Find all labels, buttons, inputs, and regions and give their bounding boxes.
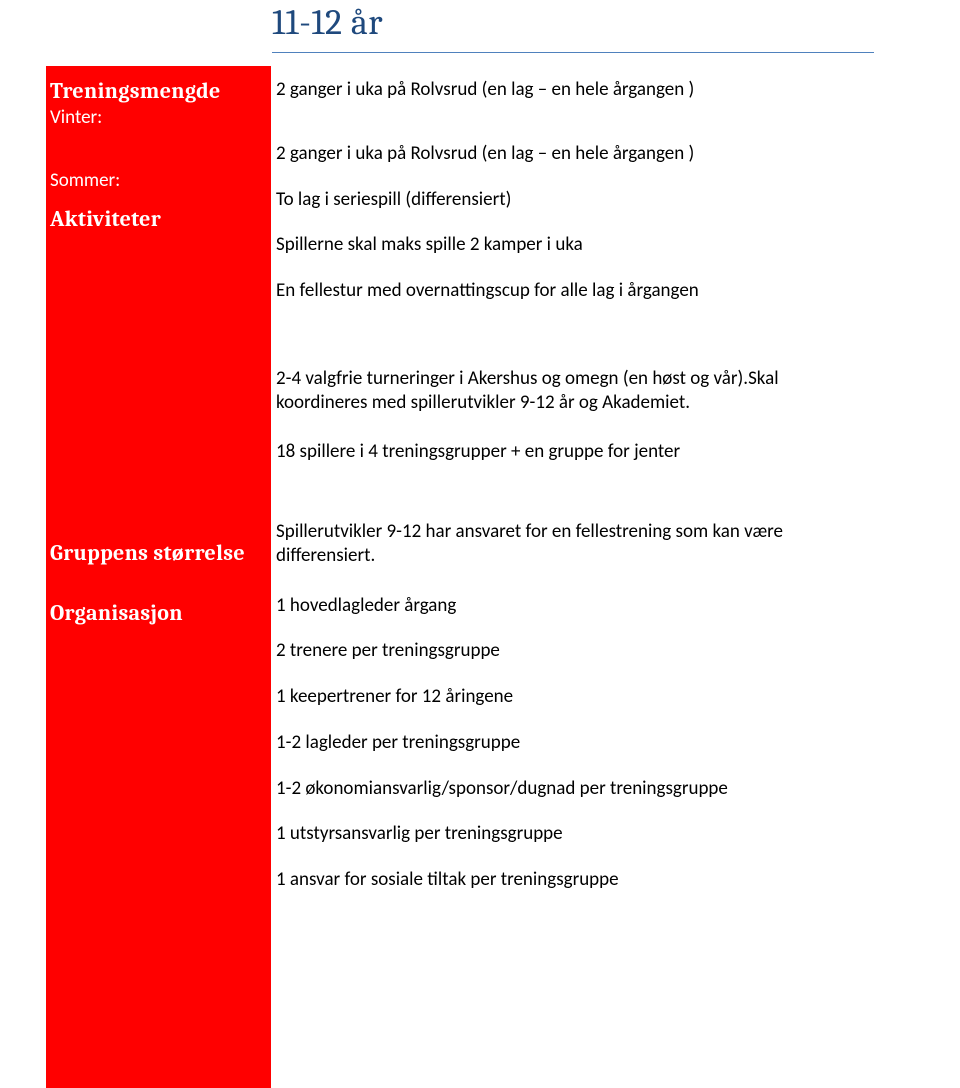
- label-vinter: Vinter:: [46, 106, 271, 129]
- text-seriespill: To lag i seriespill (differensiert): [276, 188, 874, 212]
- text-turneringer: 2-4 valgfrie turneringer i Akershus og o…: [276, 367, 874, 415]
- text-lagleder: 1-2 lagleder per treningsgruppe: [276, 731, 874, 755]
- page-title: 11-12 år: [272, 2, 870, 49]
- heading-organisasjon: Organisasjon: [46, 600, 271, 626]
- heading-gruppens-storrelse: Gruppens størrelse: [46, 540, 271, 566]
- heading-aktiviteter: Aktiviteter: [46, 206, 271, 232]
- text-sommer: 2 ganger i uka på Rolvsrud (en lag – en …: [276, 142, 874, 166]
- text-hovedlagleder: 1 hovedlagleder årgang: [276, 594, 874, 618]
- text-trenere: 2 trenere per treningsgruppe: [276, 639, 874, 663]
- title-rule: [272, 52, 874, 53]
- text-fellestur: En fellestur med overnattingscup for all…: [276, 279, 874, 303]
- content-column: 2 ganger i uka på Rolvsrud (en lag – en …: [276, 78, 874, 892]
- text-okonomi: 1-2 økonomiansvarlig/sponsor/dugnad per …: [276, 777, 874, 801]
- heading-treningsmengde: Treningsmengde: [46, 78, 271, 104]
- text-spillere: 18 spillere i 4 treningsgrupper + en gru…: [276, 440, 874, 464]
- left-sidebar: Treningsmengde Vinter: Sommer: Aktivitet…: [46, 66, 271, 1088]
- text-spillerutvikler: Spillerutvikler 9-12 har ansvaret for en…: [276, 520, 874, 568]
- text-keepertrener: 1 keepertrener for 12 åringene: [276, 685, 874, 709]
- label-sommer: Sommer:: [46, 169, 271, 192]
- text-utstyr: 1 utstyrsansvarlig per treningsgruppe: [276, 822, 874, 846]
- text-kamper: Spillerne skal maks spille 2 kamper i uk…: [276, 233, 874, 257]
- text-sosiale: 1 ansvar for sosiale tiltak per trenings…: [276, 868, 874, 892]
- text-vinter: 2 ganger i uka på Rolvsrud (en lag – en …: [276, 78, 874, 102]
